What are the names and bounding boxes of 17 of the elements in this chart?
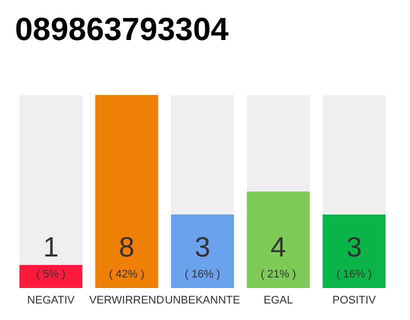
- annotation: 8: [118, 232, 134, 262]
- x-tick-label: NEGATIV: [27, 294, 76, 306]
- chart-title: 089863793304: [15, 11, 229, 47]
- x-tick-label: POSITIV: [332, 294, 376, 306]
- annotation: 1: [43, 232, 59, 262]
- data-label: ( 21% ): [260, 268, 296, 280]
- bar: [19, 265, 82, 288]
- x-tick-label: VERWIRREND: [89, 294, 164, 306]
- data-label: ( 16% ): [336, 268, 372, 280]
- x-tick-label: UNBEKANNTE: [164, 294, 240, 306]
- data-label: ( 42% ): [108, 268, 144, 280]
- annotation: 3: [346, 232, 362, 262]
- data-label: ( 5% ): [36, 268, 66, 280]
- data-label: ( 16% ): [184, 268, 220, 280]
- annotation: 3: [194, 232, 210, 262]
- x-tick-label: EGAL: [264, 294, 293, 306]
- annotation: 4: [270, 232, 286, 262]
